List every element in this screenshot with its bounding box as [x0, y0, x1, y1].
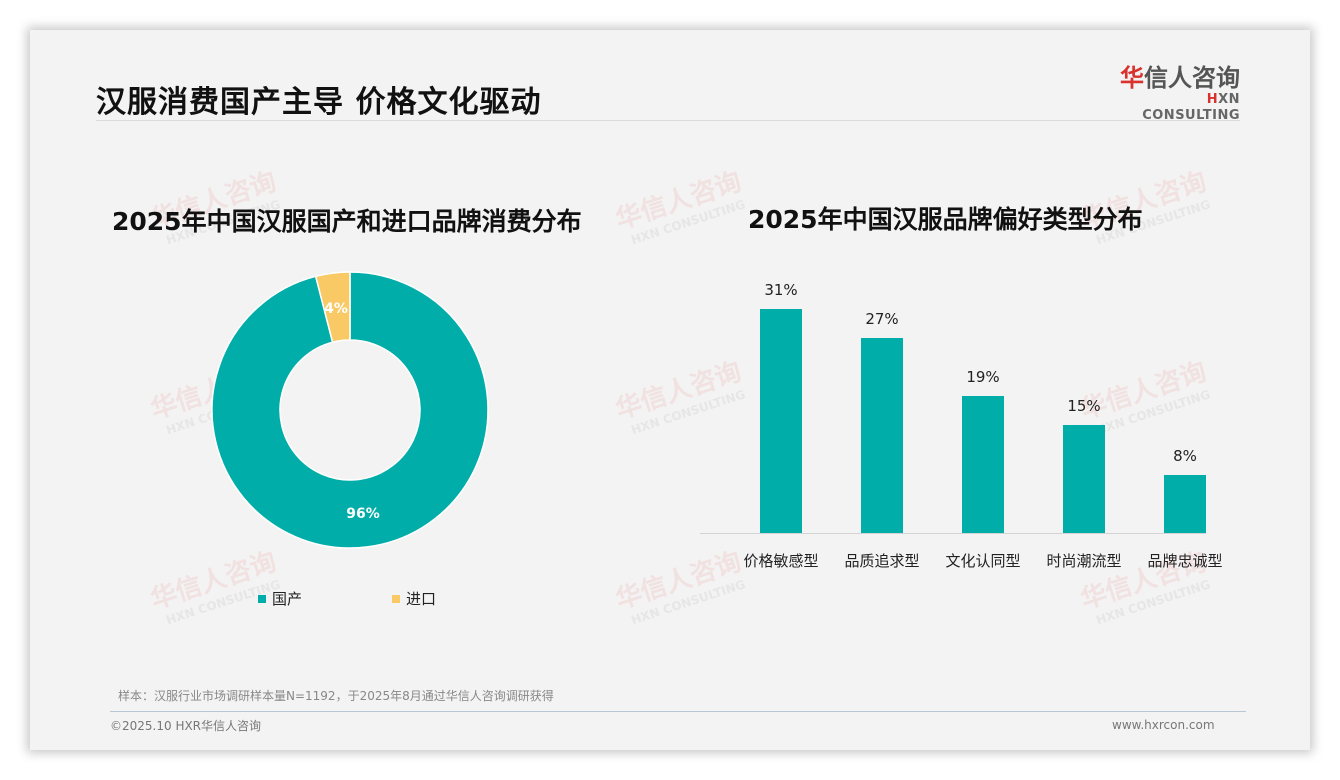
bar-value-label: 31% [764, 281, 798, 299]
x-axis-category-label: 品质追求型 [844, 552, 920, 570]
bar-value-label: 27% [865, 309, 899, 328]
donut-chart: 96% 4% [211, 271, 489, 549]
slide: 汉服消费国产主导 价格文化驱动 华信人咨询 HXN CONSULTING 华信人… [30, 30, 1310, 750]
bar [1063, 424, 1105, 533]
bar-value-label: 8% [1173, 447, 1197, 466]
legend-swatch-yellow [392, 594, 400, 603]
bar-value-label: 19% [966, 367, 1000, 386]
legend-label: 进口 [406, 590, 437, 608]
website-link[interactable]: www.hxrcon.com [1112, 718, 1215, 732]
donut-slice-1 [314, 271, 351, 344]
title-divider [96, 120, 1240, 121]
x-axis-category-label: 价格敏感型 [743, 552, 819, 570]
bar-chart: 31% 价格敏感型 27% 品质追求型 19% 文化认同型 15% 时尚潮流型 8% 品牌忠诚型 [700, 270, 1223, 580]
bar-chart-title: 2025年中国汉服品牌偏好类型分布 [748, 205, 1143, 234]
logo-en-text: XN CONSULTING [1142, 92, 1240, 123]
x-axis-category-label: 品牌忠诚型 [1147, 552, 1223, 570]
bar-value-label: 15% [1067, 396, 1101, 415]
donut-slice-0 [211, 271, 489, 549]
logo-en-accent: H [1206, 92, 1219, 107]
logo-en: HXN CONSULTING [1110, 92, 1240, 124]
donut-value-label: 96% [346, 506, 380, 522]
logo-cn-text: 信人咨询 [1144, 64, 1240, 92]
bar [861, 337, 903, 533]
page-title: 汉服消费国产主导 价格文化驱动 [96, 85, 542, 120]
legend-label: 国产 [272, 590, 303, 608]
x-axis-category-label: 文化认同型 [945, 552, 1021, 570]
legend-swatch-teal [258, 594, 266, 603]
x-axis-line [700, 533, 1206, 534]
logo-cn-accent: 华 [1120, 64, 1144, 92]
bar [962, 395, 1004, 533]
x-axis-category-label: 时尚潮流型 [1046, 552, 1122, 570]
copyright: ©2025.10 HXR华信人咨询 [110, 719, 262, 733]
donut-chart-title: 2025年中国汉服国产和进口品牌消费分布 [112, 207, 582, 236]
donut-slices [211, 271, 489, 549]
legend-item-import: 进口 [392, 588, 436, 609]
bar [760, 309, 802, 533]
legend-item-domestic: 国产 [258, 588, 302, 609]
company-logo: 华信人咨询 HXN CONSULTING [1110, 64, 1240, 124]
sample-footnote: 样本：汉服行业市场调研样本量N=1192，于2025年8月通过华信人咨询调研获得 [118, 689, 554, 703]
footer-divider [110, 711, 1246, 712]
logo-cn: 华信人咨询 [1110, 64, 1240, 92]
donut-value-label: 4% [324, 301, 348, 317]
bar [1164, 475, 1206, 533]
